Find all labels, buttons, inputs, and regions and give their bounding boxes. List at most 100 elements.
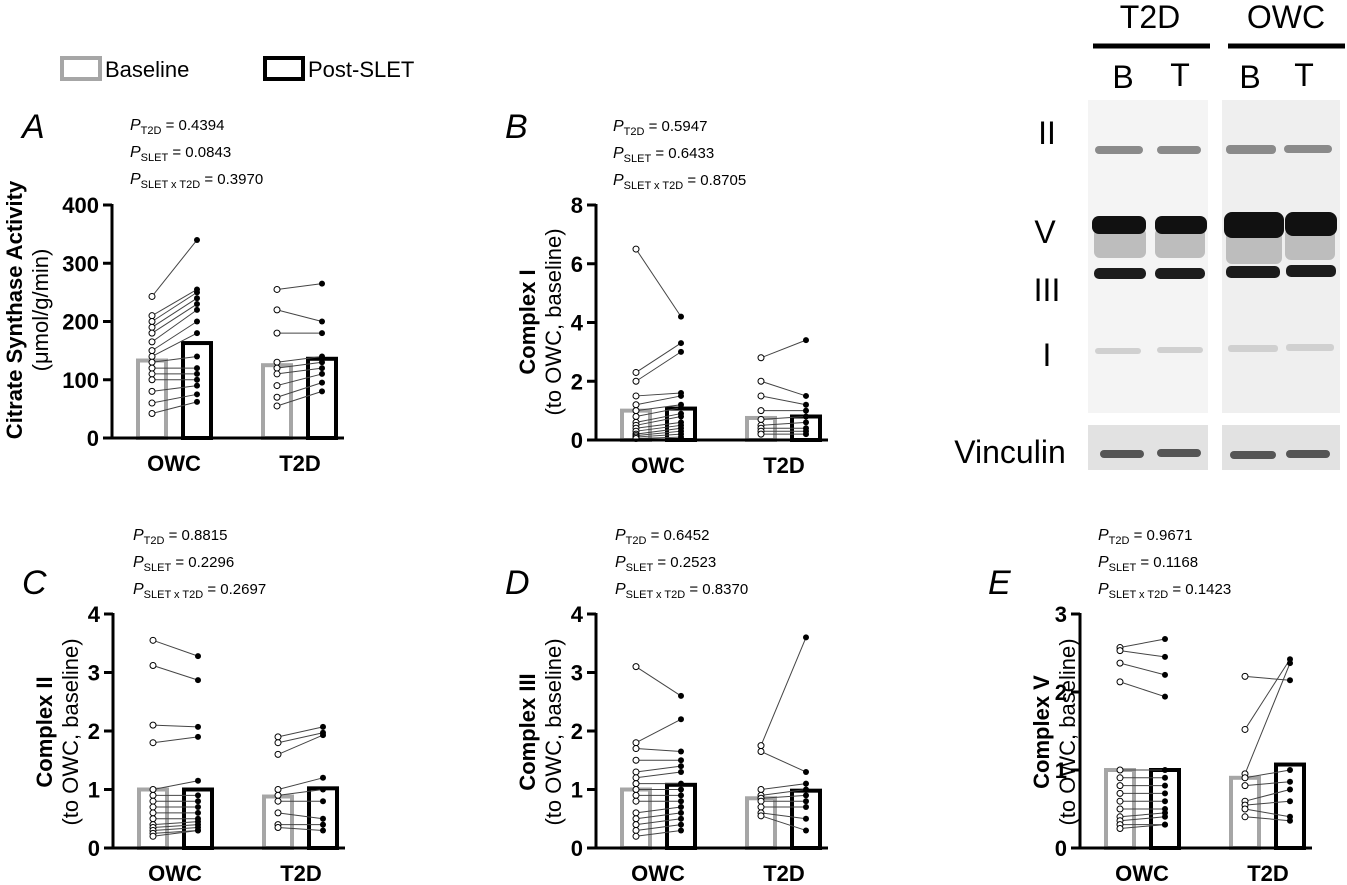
pair-line [635,718,682,744]
p-value: = 0.8705 [683,172,746,189]
point-post [194,318,200,325]
pair-line [635,818,682,826]
pair-line [1119,824,1166,829]
point-post [803,634,809,641]
point-post [320,827,326,834]
pair-line [760,339,807,359]
point-post [194,382,200,389]
panel-letter: E [988,564,1011,602]
pair-line [152,780,199,790]
y-tick-label: 8 [571,193,583,218]
p-value: = 0.4394 [161,117,224,134]
blot-group: T2D [1120,0,1180,35]
point-post [1287,798,1293,805]
point-post [678,786,684,793]
y-axis-title: (to OWC, baseline) [1055,638,1080,825]
blot-lane: T [1170,57,1190,93]
stat-line: PSLET = 0.2523 [615,554,716,574]
p-symbol: P [130,144,141,161]
point-post [319,280,325,287]
point-post [678,748,684,755]
point-baseline [149,786,157,793]
y-tick-label: 1 [571,778,583,803]
point-post [803,431,809,438]
pair-line [151,355,198,363]
point-post [319,353,325,360]
pair-line [635,395,682,406]
x-tick-label: T2D [763,453,805,478]
point-post [803,798,809,805]
point-baseline [149,791,157,799]
pair-line [760,395,807,406]
pair-line [276,283,323,290]
point-baseline [632,401,640,409]
point-baseline [632,768,640,776]
y-tick-label: 4 [571,602,584,627]
pair-line [151,393,198,404]
point-post [678,348,684,355]
point-baseline [632,826,640,834]
pair-line [1119,681,1166,698]
point-baseline [632,377,640,385]
pair-line [151,289,198,317]
point-baseline [1116,805,1124,813]
p-subscript: SLET x T2D [626,589,686,601]
point-baseline [1116,678,1124,686]
legend-swatch [60,56,102,81]
y-axis-title: Citrate Synthase Activity [2,180,27,439]
stat-line: PT2D = 0.4394 [130,117,224,137]
p-subscript: SLET [141,152,169,164]
point-post [803,827,809,834]
point-baseline [149,636,157,644]
p-symbol: P [613,172,624,189]
blot-group: OWC [1247,0,1325,35]
point-post [803,780,809,787]
pair-line [277,732,324,744]
stat-line: PT2D = 0.5947 [613,118,707,138]
pair-line [635,806,682,814]
pair-line [635,812,682,820]
point-baseline [1241,774,1249,782]
point-baseline [149,832,157,840]
p-symbol: P [615,554,626,571]
pair-line [760,783,807,790]
x-tick-label: T2D [279,451,321,476]
point-post [803,413,809,420]
p-value: = 0.6433 [651,145,714,162]
point-baseline [273,306,281,314]
pair-line [276,355,323,363]
point-baseline [274,791,282,799]
band-iii [1094,265,1336,279]
point-baseline [757,812,765,820]
pair-line [151,332,198,357]
pair-line [1244,781,1291,787]
point-baseline [757,392,765,400]
point-baseline [274,739,282,747]
point-baseline [632,413,640,420]
point-post [194,365,200,372]
point-baseline [1241,725,1249,733]
point-post [320,815,326,822]
p-symbol: P [133,527,144,544]
p-value: = 0.8370 [685,581,748,598]
y-tick-label: 6 [571,252,583,277]
y-tick-label: 0 [87,426,99,451]
point-baseline [148,358,156,366]
x-tick-label: OWC [147,451,201,476]
y-axis-title: (to OWC, baseline) [541,638,566,825]
point-post [320,798,326,805]
pair-line [635,433,682,438]
point-post [803,792,809,799]
pair-line [1119,638,1166,649]
point-post [319,370,325,377]
point-baseline [273,370,281,378]
y-axis-title: Complex II [32,676,57,787]
point-baseline [632,780,640,788]
pair-line [276,361,323,369]
point-post [1287,778,1293,785]
pair-line [151,321,198,352]
p-symbol: P [1098,554,1109,571]
p-value: = 0.0843 [168,144,231,161]
